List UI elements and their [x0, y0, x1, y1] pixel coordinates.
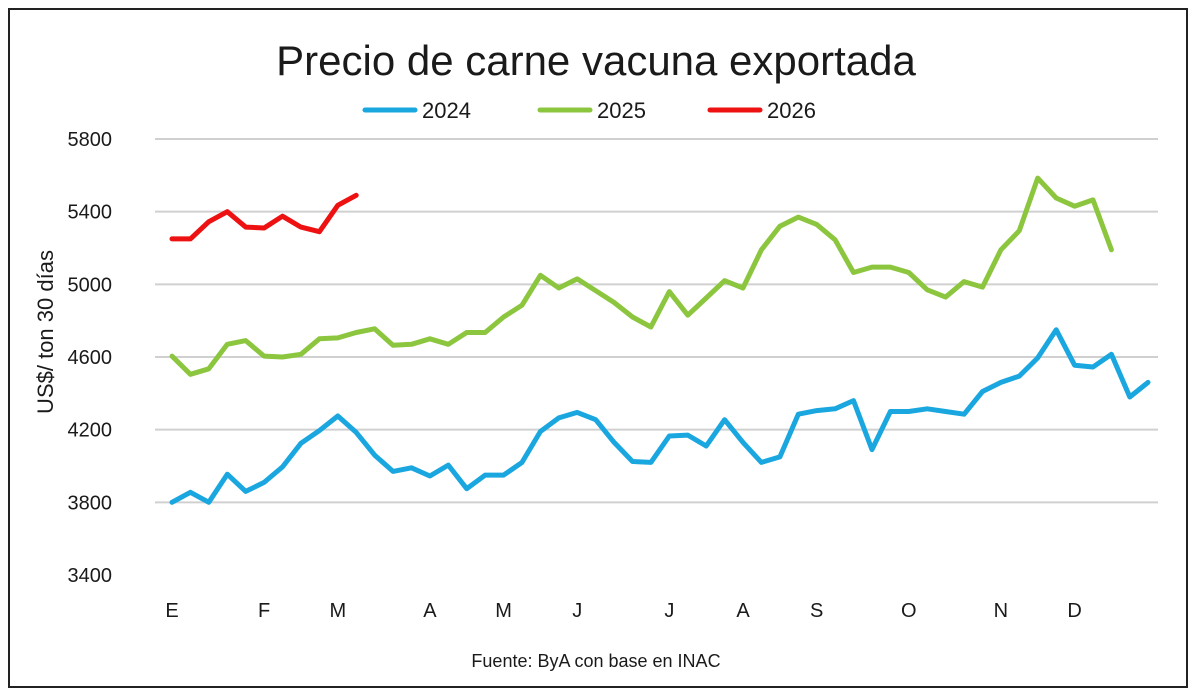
series-line-2026 [169, 192, 359, 242]
y-tick-label: 4200 [68, 420, 113, 442]
legend-label: 2026 [767, 98, 816, 123]
x-tick-label: N [994, 600, 1008, 622]
x-tick-label: M [329, 600, 346, 622]
chart-title: Precio de carne vacuna exportada [276, 37, 916, 84]
source-note: Fuente: ByA con base en INAC [471, 651, 720, 671]
series-line-2024 [169, 327, 1151, 505]
y-tick-label: 5800 [68, 129, 113, 151]
legend-label: 2024 [422, 98, 471, 123]
x-tick-label: M [495, 600, 512, 622]
y-axis-title: US$/ ton 30 días [33, 250, 58, 414]
y-tick-label: 5400 [68, 202, 113, 224]
y-tick-label: 3800 [68, 492, 113, 514]
x-tick-label: A [736, 600, 750, 622]
x-tick-label: O [901, 600, 917, 622]
series-lines [169, 175, 1151, 505]
x-tick-label: S [810, 600, 823, 622]
x-tick-label: F [258, 600, 270, 622]
x-tick-label: D [1067, 600, 1081, 622]
y-axis-ticks: 3400 3800 4200 4600 5000 5400 5800 [68, 129, 113, 587]
x-tick-label: E [165, 600, 178, 622]
legend-label: 2025 [597, 98, 646, 123]
series-line-2025 [169, 175, 1114, 377]
x-tick-label: A [423, 600, 437, 622]
y-tick-label: 3400 [68, 565, 113, 587]
y-tick-label: 4600 [68, 347, 113, 369]
x-tick-label: J [664, 600, 674, 622]
legend: 2024 2025 2026 [362, 98, 816, 123]
y-tick-label: 5000 [68, 274, 113, 296]
x-tick-label: J [572, 600, 582, 622]
